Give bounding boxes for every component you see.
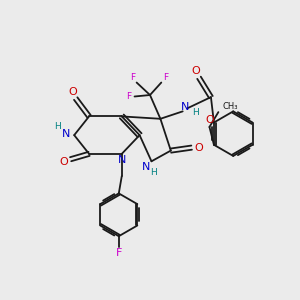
Text: F: F	[163, 73, 168, 82]
Text: N: N	[142, 162, 150, 172]
Text: O: O	[206, 116, 214, 125]
Text: N: N	[181, 102, 189, 112]
Text: O: O	[195, 142, 203, 153]
Text: N: N	[62, 129, 70, 139]
Text: O: O	[68, 87, 77, 97]
Text: N: N	[118, 155, 127, 165]
Text: F: F	[130, 73, 136, 82]
Text: F: F	[116, 248, 122, 257]
Text: F: F	[126, 92, 131, 101]
Text: CH₃: CH₃	[223, 102, 238, 111]
Text: H: H	[55, 122, 61, 131]
Text: O: O	[191, 66, 200, 76]
Text: O: O	[60, 157, 68, 167]
Text: H: H	[151, 168, 157, 177]
Text: H: H	[192, 108, 199, 117]
